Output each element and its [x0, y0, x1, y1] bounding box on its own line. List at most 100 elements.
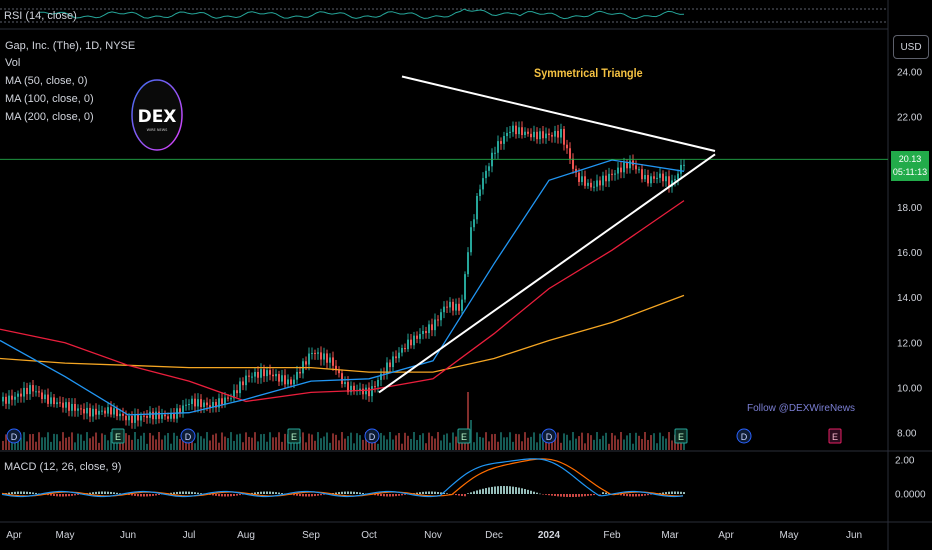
candle-body: [374, 386, 376, 388]
macd-histogram-bar: [644, 494, 646, 496]
macd-histogram-bar: [215, 494, 217, 496]
follow-text: Follow @DEXWireNews: [747, 403, 855, 414]
volume-bar: [143, 432, 145, 450]
candle-body: [230, 398, 232, 400]
candle-body: [473, 219, 475, 228]
volume-bar: [71, 432, 73, 450]
macd-histogram-bar: [149, 494, 151, 497]
macd-histogram-bar: [152, 494, 154, 496]
volume-bar: [521, 441, 523, 450]
ma200-legend[interactable]: MA (200, close, 0): [5, 111, 94, 123]
volume-bar: [377, 443, 379, 450]
macd-histogram-bar: [269, 491, 271, 494]
volume-bar: [566, 434, 568, 450]
macd-histogram-bar: [194, 492, 196, 494]
macd-histogram-bar: [581, 494, 583, 497]
volume-bar: [662, 436, 664, 450]
candle-body: [656, 177, 658, 179]
candle-body: [422, 331, 424, 335]
candle-body: [683, 164, 685, 166]
candle-body: [407, 339, 409, 350]
x-tick-label: Apr: [718, 530, 734, 541]
dividend-label: D: [11, 432, 18, 442]
volume-bar: [488, 441, 490, 450]
volume-bar: [479, 436, 481, 450]
macd-histogram-bar: [311, 494, 313, 497]
macd-histogram-bar: [551, 494, 553, 496]
volume-bar: [317, 432, 319, 450]
macd-histogram-bar: [488, 487, 490, 494]
candle-body: [218, 398, 220, 408]
macd-histogram-bar: [665, 492, 667, 494]
vol-legend[interactable]: Vol: [5, 57, 21, 69]
volume-bar: [341, 432, 343, 450]
volume-bar: [131, 439, 133, 450]
macd-histogram-bar: [155, 494, 157, 496]
candle-body: [44, 394, 46, 400]
macd-histogram-bar: [11, 492, 13, 494]
triangle-lower-trendline: [378, 153, 716, 394]
macd-histogram-bar: [503, 486, 505, 494]
macd-histogram-bar: [29, 492, 31, 494]
candle-body: [524, 131, 526, 136]
candle-body: [608, 173, 610, 182]
macd-histogram-bar: [32, 492, 34, 494]
candle-body: [203, 402, 205, 408]
volume-bar: [404, 432, 406, 450]
candle-body: [317, 352, 319, 354]
volume-bar: [338, 440, 340, 450]
volume-bar: [494, 433, 496, 450]
candle-body: [311, 352, 313, 354]
earnings-label: E: [461, 432, 467, 442]
candle-body: [416, 335, 418, 339]
volume-bar: [146, 443, 148, 450]
candle-body: [536, 131, 538, 140]
candle-body: [497, 141, 499, 153]
symbol-legend[interactable]: Gap, Inc. (The), 1D, NYSE: [5, 40, 136, 52]
macd-histogram-bar: [494, 486, 496, 494]
candle-body: [512, 125, 514, 132]
volume-bar: [272, 437, 274, 450]
volume-bar: [497, 441, 499, 450]
ma100-legend[interactable]: MA (100, close, 0): [5, 93, 94, 105]
macd-histogram-bar: [401, 494, 403, 496]
volume-bar: [320, 438, 322, 450]
x-tick-label: Apr: [6, 530, 22, 541]
volume-bar: [155, 439, 157, 450]
macd-histogram-bar: [431, 491, 433, 494]
macd-histogram-bar: [404, 494, 406, 495]
candle-body: [269, 370, 271, 375]
volume-bar: [224, 436, 226, 450]
candles: [2, 121, 685, 429]
candle-body: [251, 376, 253, 378]
candle-body: [545, 133, 547, 139]
currency-button[interactable]: USD: [893, 35, 929, 59]
y-tick-label: 24.00: [897, 68, 922, 79]
candle-body: [206, 402, 208, 406]
volume-bar: [419, 435, 421, 450]
volume-bar: [83, 440, 85, 450]
volume-bar: [431, 436, 433, 450]
macd-histogram-bar: [476, 490, 478, 494]
candle-body: [293, 379, 295, 385]
volume-bar: [551, 438, 553, 450]
candle-body: [134, 414, 136, 423]
candle-body: [554, 130, 556, 137]
macd-histogram-bar: [455, 494, 457, 496]
volume-bar: [608, 443, 610, 450]
macd-legend[interactable]: MACD (12, 26, close, 9): [4, 461, 122, 473]
candle-body: [32, 385, 34, 392]
macd-histogram-bar: [647, 494, 649, 496]
volume-bar: [530, 436, 532, 450]
ma50-legend[interactable]: MA (50, close, 0): [5, 75, 88, 87]
candle-body: [20, 393, 22, 397]
volume-bar: [638, 435, 640, 450]
volume-bar: [230, 432, 232, 450]
volume-bar: [668, 432, 670, 450]
dividend-label: D: [185, 432, 192, 442]
macd-histogram-bar: [191, 491, 193, 494]
macd-histogram-bar: [530, 490, 532, 494]
candle-body: [347, 382, 349, 393]
volume-bar: [209, 440, 211, 450]
